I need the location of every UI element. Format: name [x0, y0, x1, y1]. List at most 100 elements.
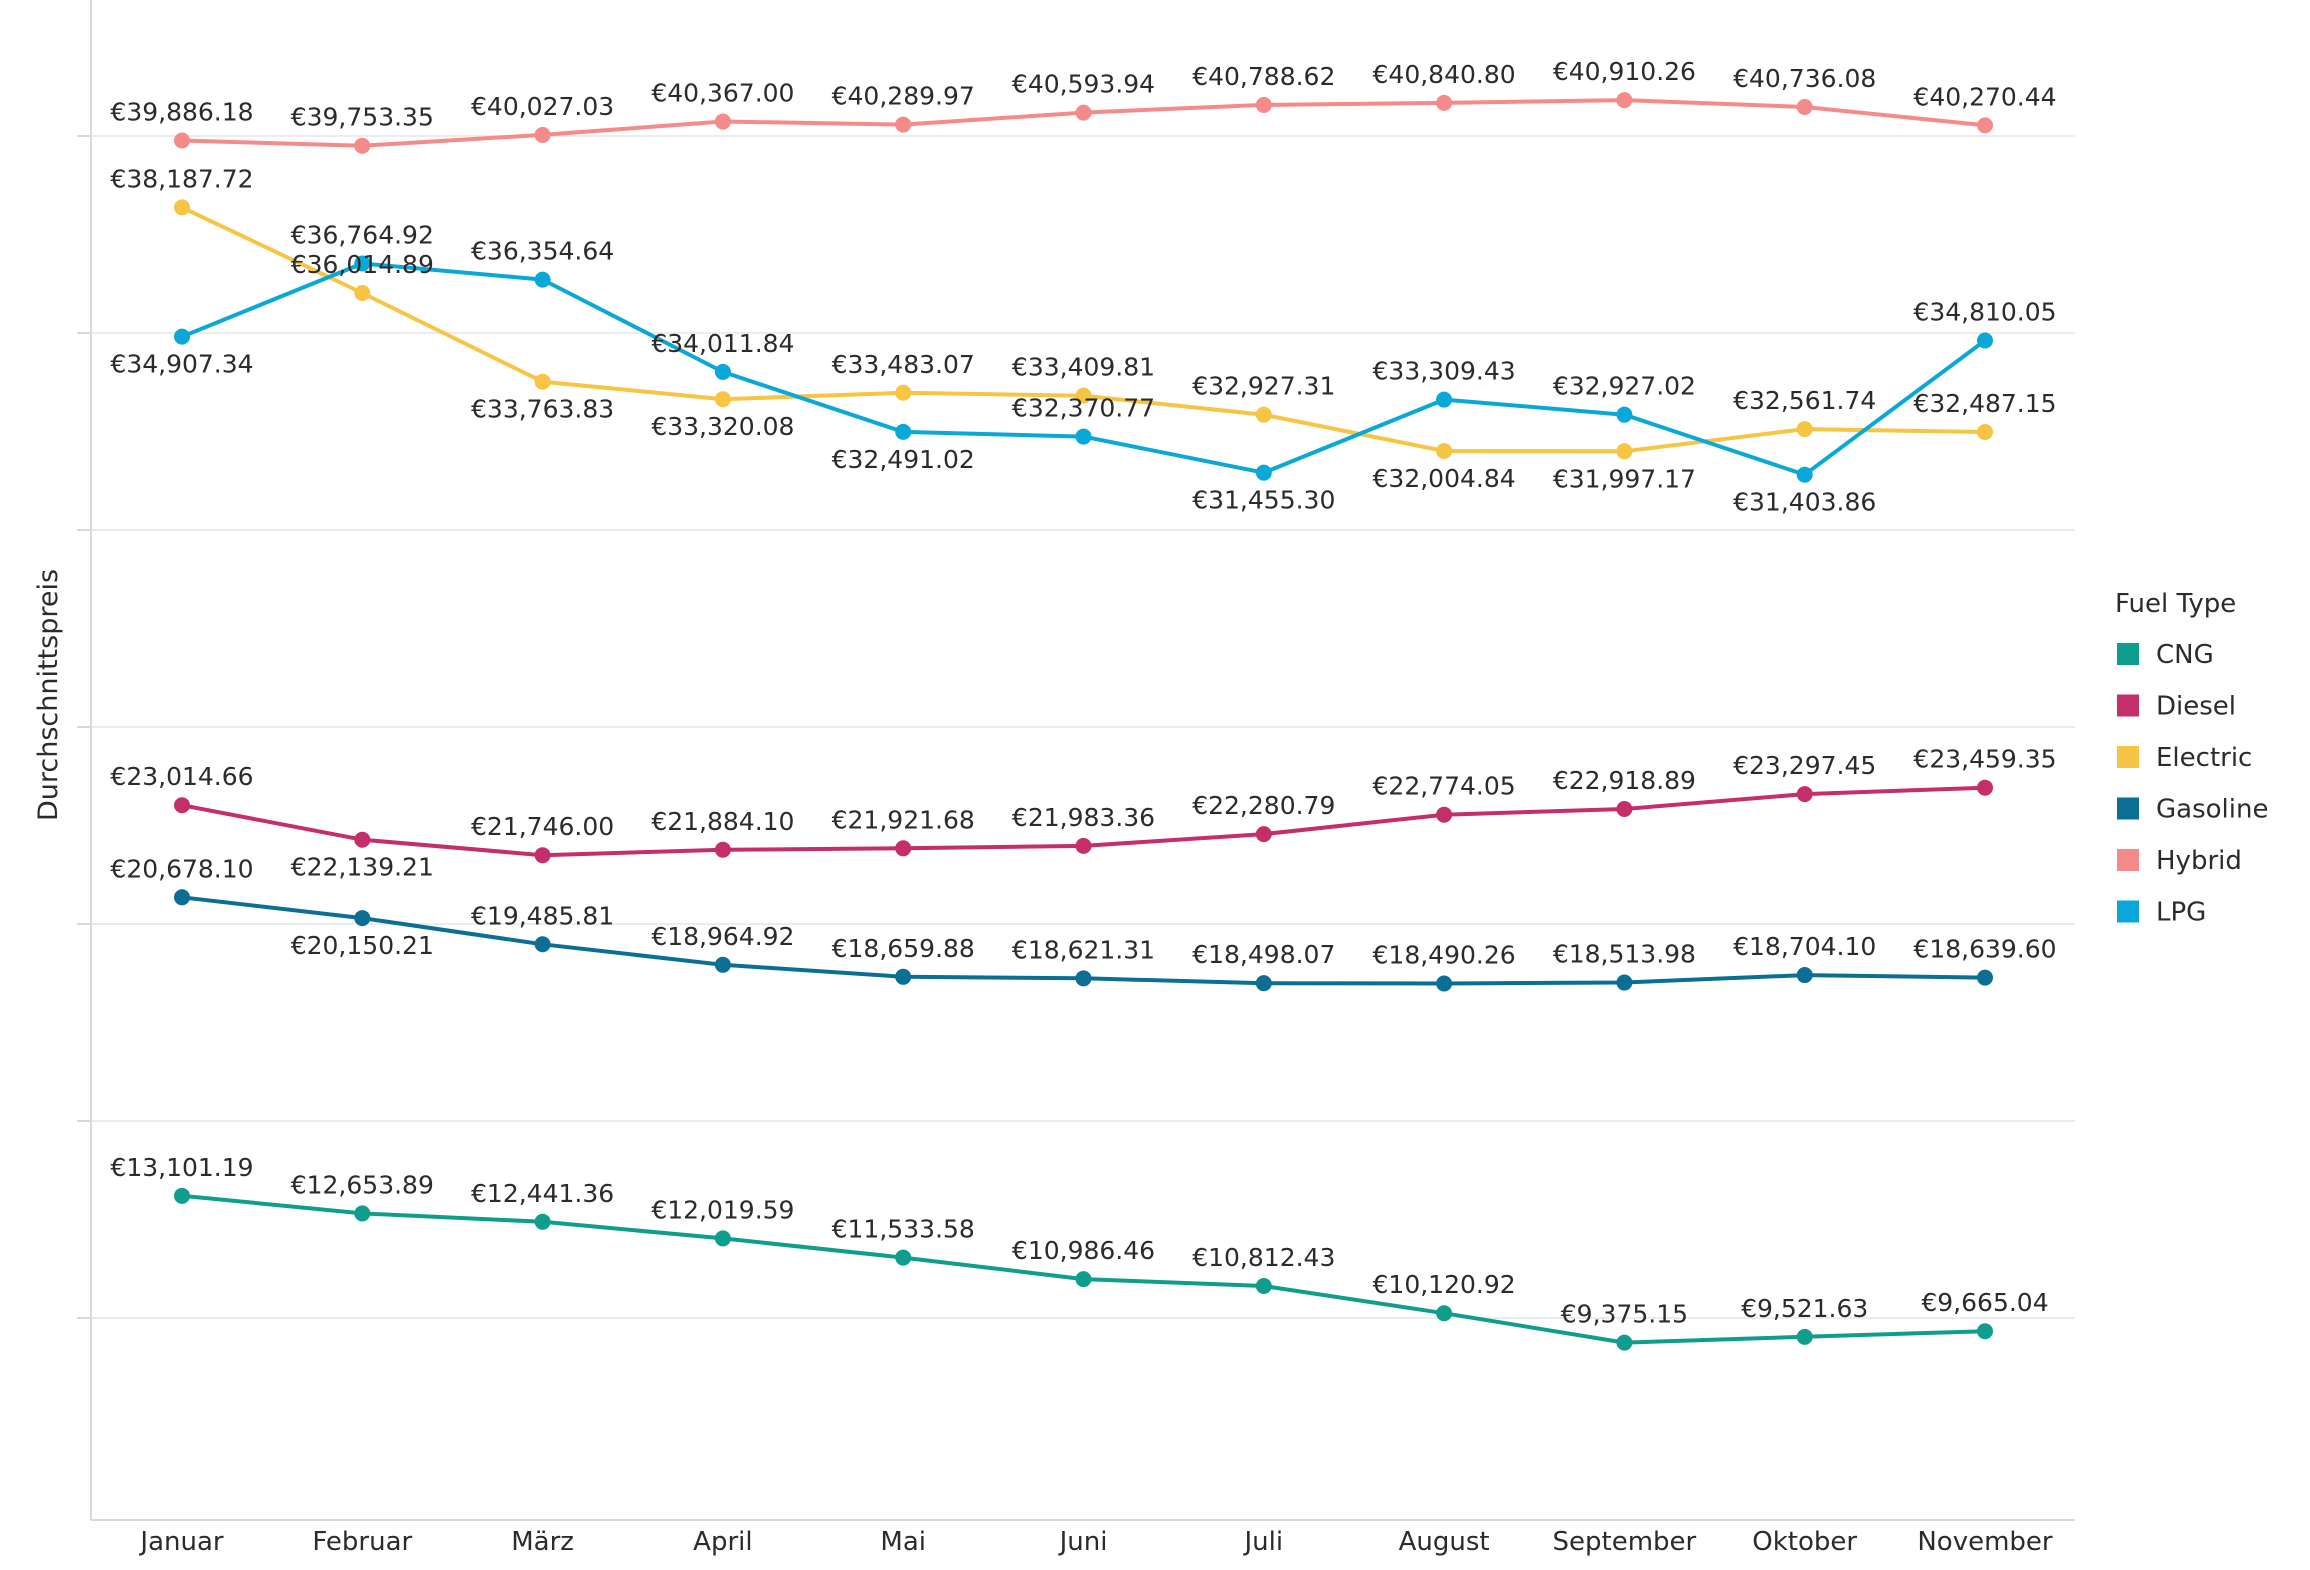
- data-point-hybrid: [714, 113, 731, 130]
- data-point-hybrid: [1255, 96, 1272, 113]
- data-label-diesel: €23,014.66: [110, 762, 253, 791]
- data-point-electric: [1255, 406, 1272, 423]
- data-point-electric: [1977, 424, 1993, 441]
- data-label-hybrid: €40,367.00: [651, 79, 794, 108]
- x-tick-label: März: [511, 1527, 574, 1557]
- data-label-hybrid: €40,270.44: [1913, 82, 2056, 111]
- legend-swatch-cng: [2117, 643, 2139, 665]
- data-label-lpg: €34,810.05: [1913, 297, 2056, 326]
- data-point-electric: [354, 285, 371, 302]
- x-tick-label: Juli: [1243, 1527, 1284, 1557]
- data-label-lpg: €31,403.86: [1733, 488, 1876, 517]
- data-label-electric: €36,014.89: [291, 250, 434, 279]
- data-point-diesel: [534, 847, 551, 864]
- data-point-lpg: [1796, 466, 1813, 483]
- data-label-hybrid: €40,593.94: [1012, 70, 1155, 99]
- data-label-cng: €9,665.04: [1921, 1288, 2048, 1317]
- data-label-electric: €32,487.15: [1913, 389, 2056, 418]
- data-point-lpg: [1616, 406, 1633, 423]
- data-point-cng: [1616, 1334, 1633, 1351]
- data-point-diesel: [1436, 806, 1453, 823]
- data-point-hybrid: [174, 132, 190, 149]
- data-point-lpg: [174, 328, 190, 345]
- legend-label-hybrid: Hybrid: [2156, 846, 2242, 876]
- data-label-gasoline: €18,964.92: [651, 922, 794, 951]
- legend-label-electric: Electric: [2156, 743, 2252, 773]
- data-label-diesel: €21,746.00: [471, 812, 614, 841]
- data-label-gasoline: €18,659.88: [832, 934, 975, 963]
- data-point-diesel: [1075, 837, 1092, 854]
- legend-label-cng: CNG: [2156, 640, 2214, 670]
- data-point-cng: [1796, 1328, 1813, 1345]
- data-label-electric: €31,997.17: [1553, 464, 1696, 493]
- data-label-cng: €13,101.19: [110, 1153, 253, 1182]
- data-label-cng: €10,986.46: [1012, 1236, 1155, 1265]
- data-point-cng: [1255, 1277, 1272, 1294]
- data-label-gasoline: €20,150.21: [291, 931, 434, 960]
- data-point-electric: [1436, 443, 1453, 460]
- data-label-hybrid: €39,753.35: [291, 103, 434, 132]
- x-tick-label: November: [1917, 1527, 2053, 1557]
- data-label-lpg: €34,011.84: [651, 329, 794, 358]
- data-label-hybrid: €40,910.26: [1553, 57, 1696, 86]
- data-point-gasoline: [1796, 967, 1813, 984]
- data-point-electric: [174, 199, 190, 216]
- data-label-hybrid: €40,840.80: [1373, 60, 1516, 89]
- data-point-lpg: [895, 423, 912, 440]
- x-tick-label: Mai: [880, 1527, 926, 1557]
- data-label-gasoline: €18,498.07: [1192, 940, 1335, 969]
- data-label-diesel: €22,918.89: [1553, 766, 1696, 795]
- data-point-gasoline: [714, 956, 731, 973]
- legend-title: Fuel Type: [2115, 589, 2236, 619]
- series-lines: [181, 98, 1987, 1345]
- data-point-lpg: [1436, 391, 1453, 408]
- x-axis-ticks: Januar Februar März April Mai Juni Juli August S…: [138, 1527, 2053, 1557]
- data-label-diesel: €23,297.45: [1733, 751, 1876, 780]
- data-point-hybrid: [534, 126, 551, 143]
- data-label-electric: €33,320.08: [651, 412, 794, 441]
- data-label-diesel: €21,921.68: [832, 805, 975, 834]
- legend-label-gasoline: Gasoline: [2156, 795, 2268, 825]
- data-point-hybrid: [1616, 92, 1633, 109]
- data-point-hybrid: [1075, 104, 1092, 121]
- data-label-diesel: €22,139.21: [291, 853, 434, 882]
- data-point-gasoline: [1255, 975, 1272, 992]
- data-label-diesel: €21,884.10: [651, 807, 794, 836]
- legend-swatch-electric: [2117, 746, 2139, 768]
- data-labels: €13,101.19 €12,653.89 €12,441.36 €12,019.59…: [110, 57, 2056, 1328]
- data-label-hybrid: €40,289.97: [832, 82, 975, 111]
- data-point-hybrid: [1436, 94, 1453, 111]
- data-label-electric: €33,483.07: [832, 350, 975, 379]
- data-label-electric: €32,927.31: [1192, 372, 1335, 401]
- data-point-diesel: [354, 831, 371, 848]
- x-tick-label: September: [1553, 1527, 1697, 1557]
- data-point-hybrid: [1796, 98, 1813, 115]
- data-point-electric: [714, 391, 731, 408]
- data-point-gasoline: [895, 968, 912, 985]
- data-point-diesel: [174, 797, 190, 814]
- data-label-diesel: €23,459.35: [1913, 745, 2056, 774]
- data-point-gasoline: [1075, 970, 1092, 987]
- data-point-cng: [1075, 1271, 1092, 1288]
- data-point-cng: [1977, 1323, 1993, 1340]
- data-label-hybrid: €40,736.08: [1733, 64, 1876, 93]
- data-label-electric: €33,763.83: [471, 395, 614, 424]
- data-label-gasoline: €18,490.26: [1373, 940, 1516, 969]
- data-point-gasoline: [1436, 975, 1453, 992]
- data-point-hybrid: [895, 116, 912, 133]
- data-point-lpg: [1255, 464, 1272, 481]
- data-point-electric: [1075, 387, 1092, 404]
- data-point-cng: [714, 1230, 731, 1247]
- data-label-cng: €9,375.15: [1561, 1300, 1688, 1329]
- data-label-lpg: €32,491.02: [832, 445, 975, 474]
- x-tick-label: August: [1399, 1527, 1490, 1557]
- series-line-cng: [181, 1193, 1986, 1345]
- data-label-gasoline: €19,485.81: [471, 901, 614, 930]
- data-point-gasoline: [174, 889, 190, 906]
- data-label-cng: €9,521.63: [1741, 1294, 1868, 1323]
- data-label-cng: €11,533.58: [832, 1215, 975, 1244]
- data-point-hybrid: [354, 137, 371, 154]
- data-point-lpg: [354, 255, 371, 272]
- data-label-electric: €38,187.72: [110, 164, 253, 193]
- data-label-gasoline: €18,513.98: [1553, 940, 1696, 969]
